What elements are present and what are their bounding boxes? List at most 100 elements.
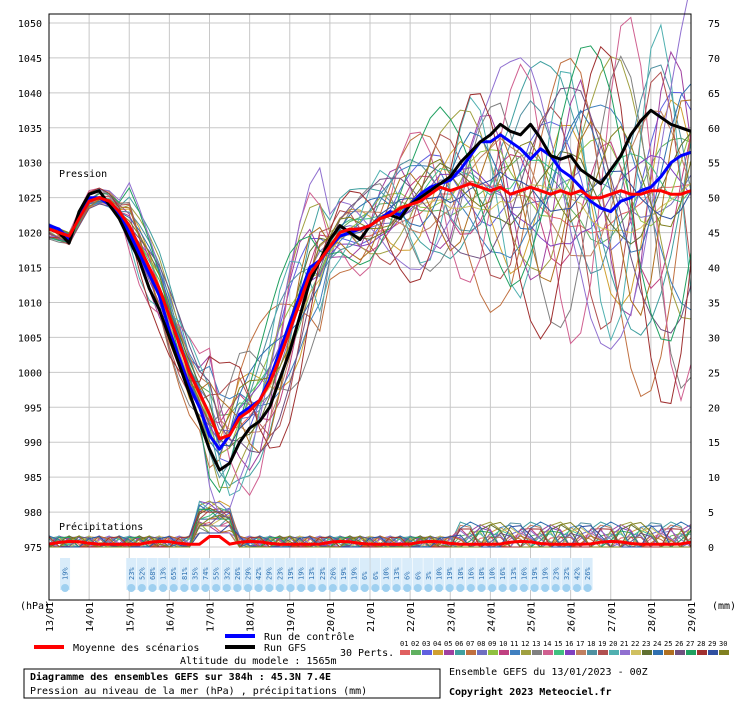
pert-swatch (466, 650, 476, 655)
precip-tick-label: 15 (708, 438, 720, 449)
member-pressure-line (48, 45, 692, 449)
precip-dot (381, 584, 390, 592)
precip-dot (61, 584, 70, 592)
pert-swatch (598, 650, 608, 655)
pert-swatch (400, 650, 410, 655)
pert-id-label: 14 (543, 640, 551, 648)
pert-id-label: 29 (708, 640, 716, 648)
precip-percent-label: 16% (499, 567, 507, 580)
precip-percent-label: 10% (457, 567, 465, 580)
precip-dot (530, 584, 539, 592)
precip-dot (562, 584, 571, 592)
precip-percent-cell (147, 558, 158, 590)
member-pressure-line (48, 153, 692, 442)
pert-swatch (697, 650, 707, 655)
pert-swatch (554, 650, 564, 655)
precip-percent-label: 23% (128, 567, 136, 580)
precip-percent-label: 10% (489, 567, 497, 580)
precip-dot (243, 584, 252, 592)
pert-id-label: 19 (598, 640, 606, 648)
precip-percent-cell (497, 558, 508, 590)
precip-percent-cell (168, 558, 179, 590)
precip-percent-label: 13% (308, 567, 316, 580)
pert-swatch (532, 650, 542, 655)
pert-swatch (488, 650, 498, 655)
pert-swatch (664, 650, 674, 655)
pert-swatch (653, 650, 663, 655)
precip-dot (137, 584, 146, 592)
legend-perts-label: 30 Perts. (340, 648, 394, 659)
precip-dot (392, 584, 401, 592)
pressure-tick-label: 1035 (18, 124, 42, 135)
legend-gfs-label: Run GFS (264, 643, 306, 654)
precip-dot (222, 584, 231, 592)
precip-tick-label: 5 (708, 508, 714, 519)
precip-dot (541, 584, 550, 592)
precip-percent-label: 19% (446, 567, 454, 580)
pressure-tick-label: 975 (24, 543, 42, 554)
member-pressure-line (48, 99, 692, 445)
precip-percent-label: 10% (478, 567, 486, 580)
precip-percent-cell (232, 558, 243, 590)
precip-dot (212, 584, 221, 592)
precip-percent-label: 26% (329, 567, 337, 580)
precip-percent-label: 32% (223, 567, 231, 580)
title-box (23, 668, 441, 699)
pert-swatch (576, 650, 586, 655)
member-pressure-line (48, 125, 692, 435)
precip-percent-cell (582, 558, 593, 590)
pert-id-label: 07 (466, 640, 474, 648)
precip-percent-cell (572, 558, 583, 590)
precip-tick-label: 0 (708, 543, 714, 554)
date-axis-ticks: 13/01 14/01 15/01 16/01 17/01 18/01 19/01 20/01… (45, 602, 698, 632)
pressure-tick-label: 1030 (18, 159, 42, 170)
precip-dot (403, 584, 412, 592)
pressure-tick-label: 1025 (18, 194, 42, 205)
precip-percent-cell (158, 558, 169, 590)
pert-id-label: 04 (433, 640, 441, 648)
member-precip-line (49, 507, 691, 548)
date-tick-label: 24/01 (486, 602, 497, 632)
pert-id-label: 15 (554, 640, 562, 648)
pressure-main-series (48, 108, 692, 472)
pert-id-label: 10 (499, 640, 507, 648)
precip-percent-label: 13% (393, 567, 401, 580)
precip-percent-cell (476, 558, 487, 590)
precip-percent-label: 19% (351, 567, 359, 580)
precip-dot (445, 584, 454, 592)
precip-percent-cell (465, 558, 476, 590)
pert-swatch (433, 650, 443, 655)
chart-title: Diagramme des ensembles GEFS sur 384h : … (30, 671, 331, 683)
pert-id-label: 18 (587, 640, 595, 648)
pressure-tick-label: 1045 (18, 54, 42, 65)
precip-tick-label: 40 (708, 264, 720, 275)
precip-percent-cell (550, 558, 561, 590)
pressure-tick-label: 990 (24, 438, 42, 449)
pert-legend: 01 02 03 04 05 06 07 08 09 10 11 12 13 14 15 16 17 18 19 20… (400, 640, 729, 655)
precip-dot (328, 584, 337, 592)
date-tick-label: 17/01 (206, 602, 217, 632)
precip-dot (413, 584, 422, 592)
pert-swatch (499, 650, 509, 655)
date-tick-label: 15/01 (125, 602, 136, 632)
pressure-tick-label: 1040 (18, 89, 42, 100)
pert-swatch (719, 650, 729, 655)
pert-swatch (675, 650, 685, 655)
precip-percent-cell (359, 558, 370, 590)
precip-percent-label: 23% (552, 567, 560, 580)
pert-id-label: 24 (653, 640, 661, 648)
precip-percent-cell (561, 558, 572, 590)
date-tick-label: 28/01 (647, 602, 658, 632)
precip-percent-cell (306, 558, 317, 590)
pert-id-label: 17 (576, 640, 584, 648)
precip-dot (551, 584, 560, 592)
pert-swatch (686, 650, 696, 655)
pert-swatch (642, 650, 652, 655)
precip-dot (180, 584, 189, 592)
precip-percent-cell (349, 558, 360, 590)
precip-percent-cell (423, 558, 434, 590)
precip-percent-label: 52% (138, 567, 146, 580)
precip-percent-cell (296, 558, 307, 590)
date-tick-label: 19/01 (286, 602, 297, 632)
